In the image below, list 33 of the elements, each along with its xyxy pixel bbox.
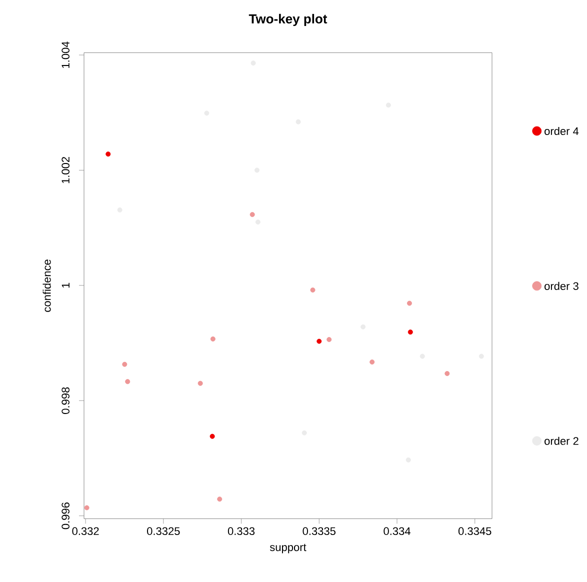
point [370, 360, 375, 365]
x-tick-label: 0.3325 [147, 527, 180, 536]
y-tick-label: 1.002 [62, 156, 70, 184]
point [210, 336, 216, 342]
x-axis-title: support [270, 544, 306, 554]
y-tick-label: 0.998 [62, 387, 70, 414]
point [326, 337, 332, 342]
y-tick-label: 1.004 [62, 42, 70, 68]
point [84, 505, 90, 510]
point [122, 362, 128, 367]
legend-label: order 2 [544, 436, 578, 445]
legend-label: order 3 [544, 282, 578, 290]
point [316, 338, 322, 344]
point [250, 212, 255, 218]
point [198, 380, 203, 386]
point [210, 434, 215, 439]
chart-title: Two-key plot [248, 14, 328, 26]
point [406, 300, 412, 306]
x-tick-label: 0.333 [228, 527, 255, 536]
x-tick-label: 0.332 [72, 527, 99, 536]
point [217, 496, 222, 502]
point [310, 288, 316, 293]
point [125, 379, 130, 384]
point [444, 371, 450, 376]
legend-label: order 4 [544, 126, 579, 136]
x-tick-label: 0.334 [384, 527, 410, 536]
y-axis-title: confidence [42, 260, 51, 312]
y-tick-label: 0.996 [62, 502, 70, 530]
point [106, 152, 111, 157]
y-tick-label: 1 [62, 282, 70, 288]
point [408, 330, 413, 335]
x-tick-label: 0.3345 [458, 527, 492, 536]
x-tick-label: 0.3335 [302, 527, 336, 536]
